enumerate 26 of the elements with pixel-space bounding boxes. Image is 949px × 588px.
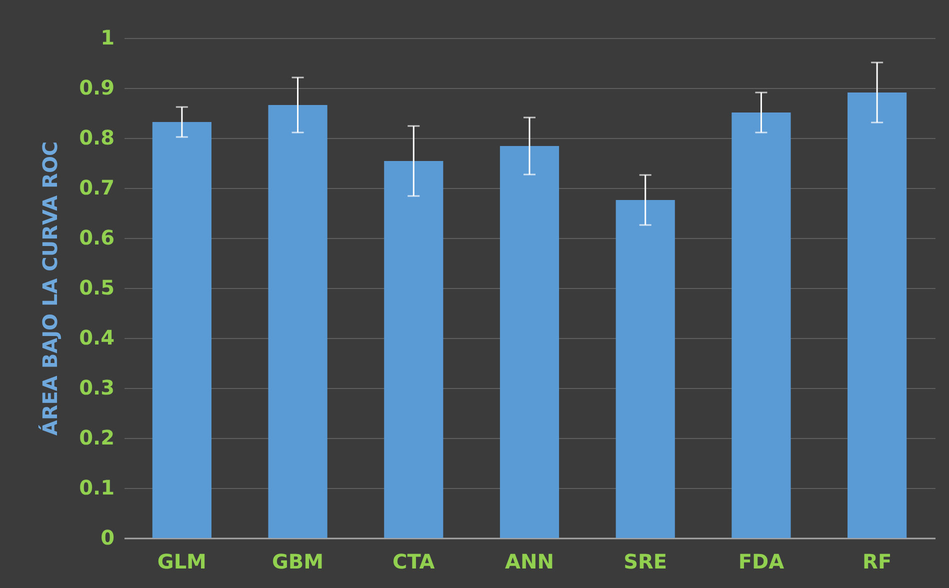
y-tick-label: 0.9 — [79, 76, 114, 100]
x-tick-label: CTA — [392, 550, 436, 574]
x-tick-label: SRE — [624, 550, 668, 574]
x-tick-label: RF — [862, 550, 892, 574]
x-tick-label: ANN — [505, 550, 554, 574]
y-tick-label: 0 — [100, 526, 114, 550]
bar — [268, 105, 328, 538]
x-tick-label: FDA — [738, 550, 785, 574]
y-tick-label: 0.2 — [79, 426, 114, 450]
y-tick-label: 0.3 — [79, 376, 114, 400]
bar — [384, 161, 444, 538]
bar — [500, 146, 560, 538]
bar — [732, 112, 791, 538]
x-tick-label: GLM — [157, 550, 206, 574]
bar — [152, 122, 212, 538]
y-tick-label: 0.8 — [79, 126, 114, 150]
x-tick-label: GBM — [272, 550, 324, 574]
y-tick-label: 0.7 — [79, 176, 114, 200]
bar — [848, 92, 907, 538]
y-tick-label: 0.4 — [79, 326, 114, 350]
y-tick-label: 0.1 — [79, 476, 114, 500]
y-tick-label: 0.5 — [79, 276, 114, 300]
y-tick-label: 1 — [100, 26, 114, 50]
y-tick-label: 0.6 — [79, 226, 114, 250]
y-axis-title: ÁREA BAJO LA CURVA ROC — [38, 141, 62, 436]
bar — [616, 200, 675, 538]
